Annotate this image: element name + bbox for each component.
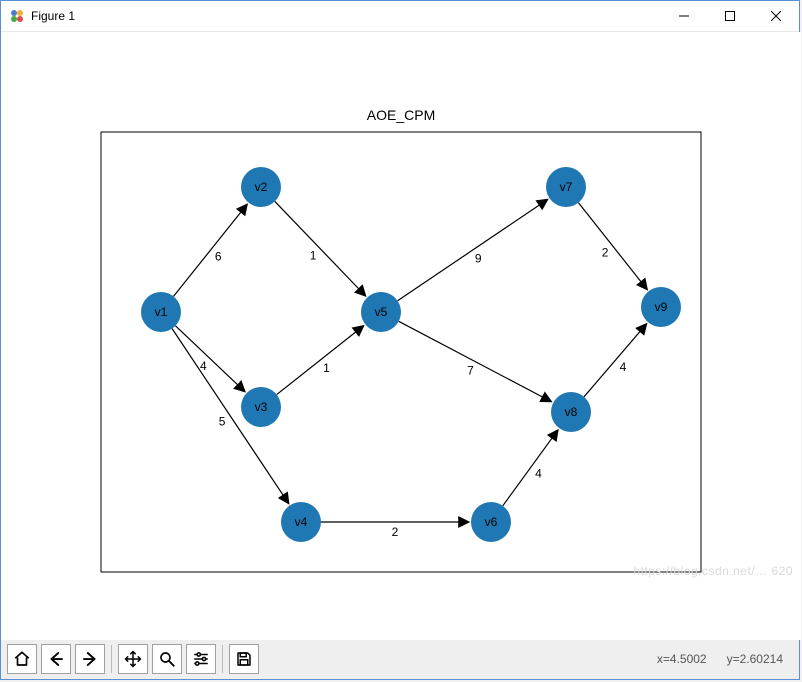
titlebar: Figure 1: [1, 1, 799, 32]
graph-node-label: v1: [155, 305, 168, 319]
graph-edge-label: 2: [392, 525, 399, 539]
configure-subplots-button[interactable]: [186, 644, 216, 674]
sliders-icon: [192, 650, 210, 668]
graph-node-label: v7: [560, 180, 573, 194]
plot-svg: AOE_CPM 6 4 5 1 1 2 9 7 4 2 4 v1 v2 v3 v4 v5 v6 v7 v8 v9: [1, 32, 801, 640]
save-button[interactable]: [229, 644, 259, 674]
graph-node-label: v6: [485, 515, 498, 529]
arrow-left-icon: [47, 650, 65, 668]
figure-window: Figure 1 AOE_CPM 6 4 5 1 1 2 9 7 4 2 4 v1 v2 v3 v4 v5 v6 v…: [0, 0, 800, 680]
coord-readout: x=4.5002 y=2.60214: [657, 652, 795, 666]
svg-text:AOE_CPM: AOE_CPM: [367, 107, 435, 123]
graph-edge-label: 4: [535, 467, 542, 481]
home-button[interactable]: [7, 644, 37, 674]
graph-edge-label: 4: [620, 360, 627, 374]
graph-node-label: v2: [255, 180, 268, 194]
graph-edge-label: 1: [323, 361, 330, 375]
nav-toolbar: x=4.5002 y=2.60214: [1, 638, 799, 679]
graph-node-label: v5: [375, 305, 388, 319]
graph-node-label: v3: [255, 400, 268, 414]
pan-button[interactable]: [118, 644, 148, 674]
graph-edge-label: 1: [310, 249, 317, 263]
app-icon: [9, 8, 25, 24]
graph-edge-label: 9: [475, 251, 482, 265]
graph-edge-label: 6: [215, 250, 222, 264]
maximize-icon: [725, 11, 735, 21]
minimize-icon: [679, 11, 689, 21]
graph-node-label: v8: [565, 405, 578, 419]
forward-button[interactable]: [75, 644, 105, 674]
toolbar-separator: [222, 645, 223, 673]
close-button[interactable]: [753, 1, 799, 31]
minimize-button[interactable]: [661, 1, 707, 31]
graph-edge-label: 4: [200, 359, 207, 373]
search-icon: [158, 650, 176, 668]
graph-node-label: v4: [295, 515, 308, 529]
graph-edge-label: 7: [467, 363, 474, 377]
graph-edge-label: 2: [602, 245, 609, 259]
close-icon: [771, 11, 781, 21]
home-icon: [13, 650, 31, 668]
back-button[interactable]: [41, 644, 71, 674]
arrow-right-icon: [81, 650, 99, 668]
graph-node-label: v9: [655, 300, 668, 314]
toolbar-separator: [111, 645, 112, 673]
save-icon: [235, 650, 253, 668]
maximize-button[interactable]: [707, 1, 753, 31]
zoom-button[interactable]: [152, 644, 182, 674]
plot-canvas[interactable]: AOE_CPM64511297424v1v2v3v4v5v6v7v8v9 htt…: [1, 32, 799, 638]
window-title: Figure 1: [31, 9, 75, 23]
move-icon: [124, 650, 142, 668]
graph-edge-label: 5: [219, 415, 226, 429]
